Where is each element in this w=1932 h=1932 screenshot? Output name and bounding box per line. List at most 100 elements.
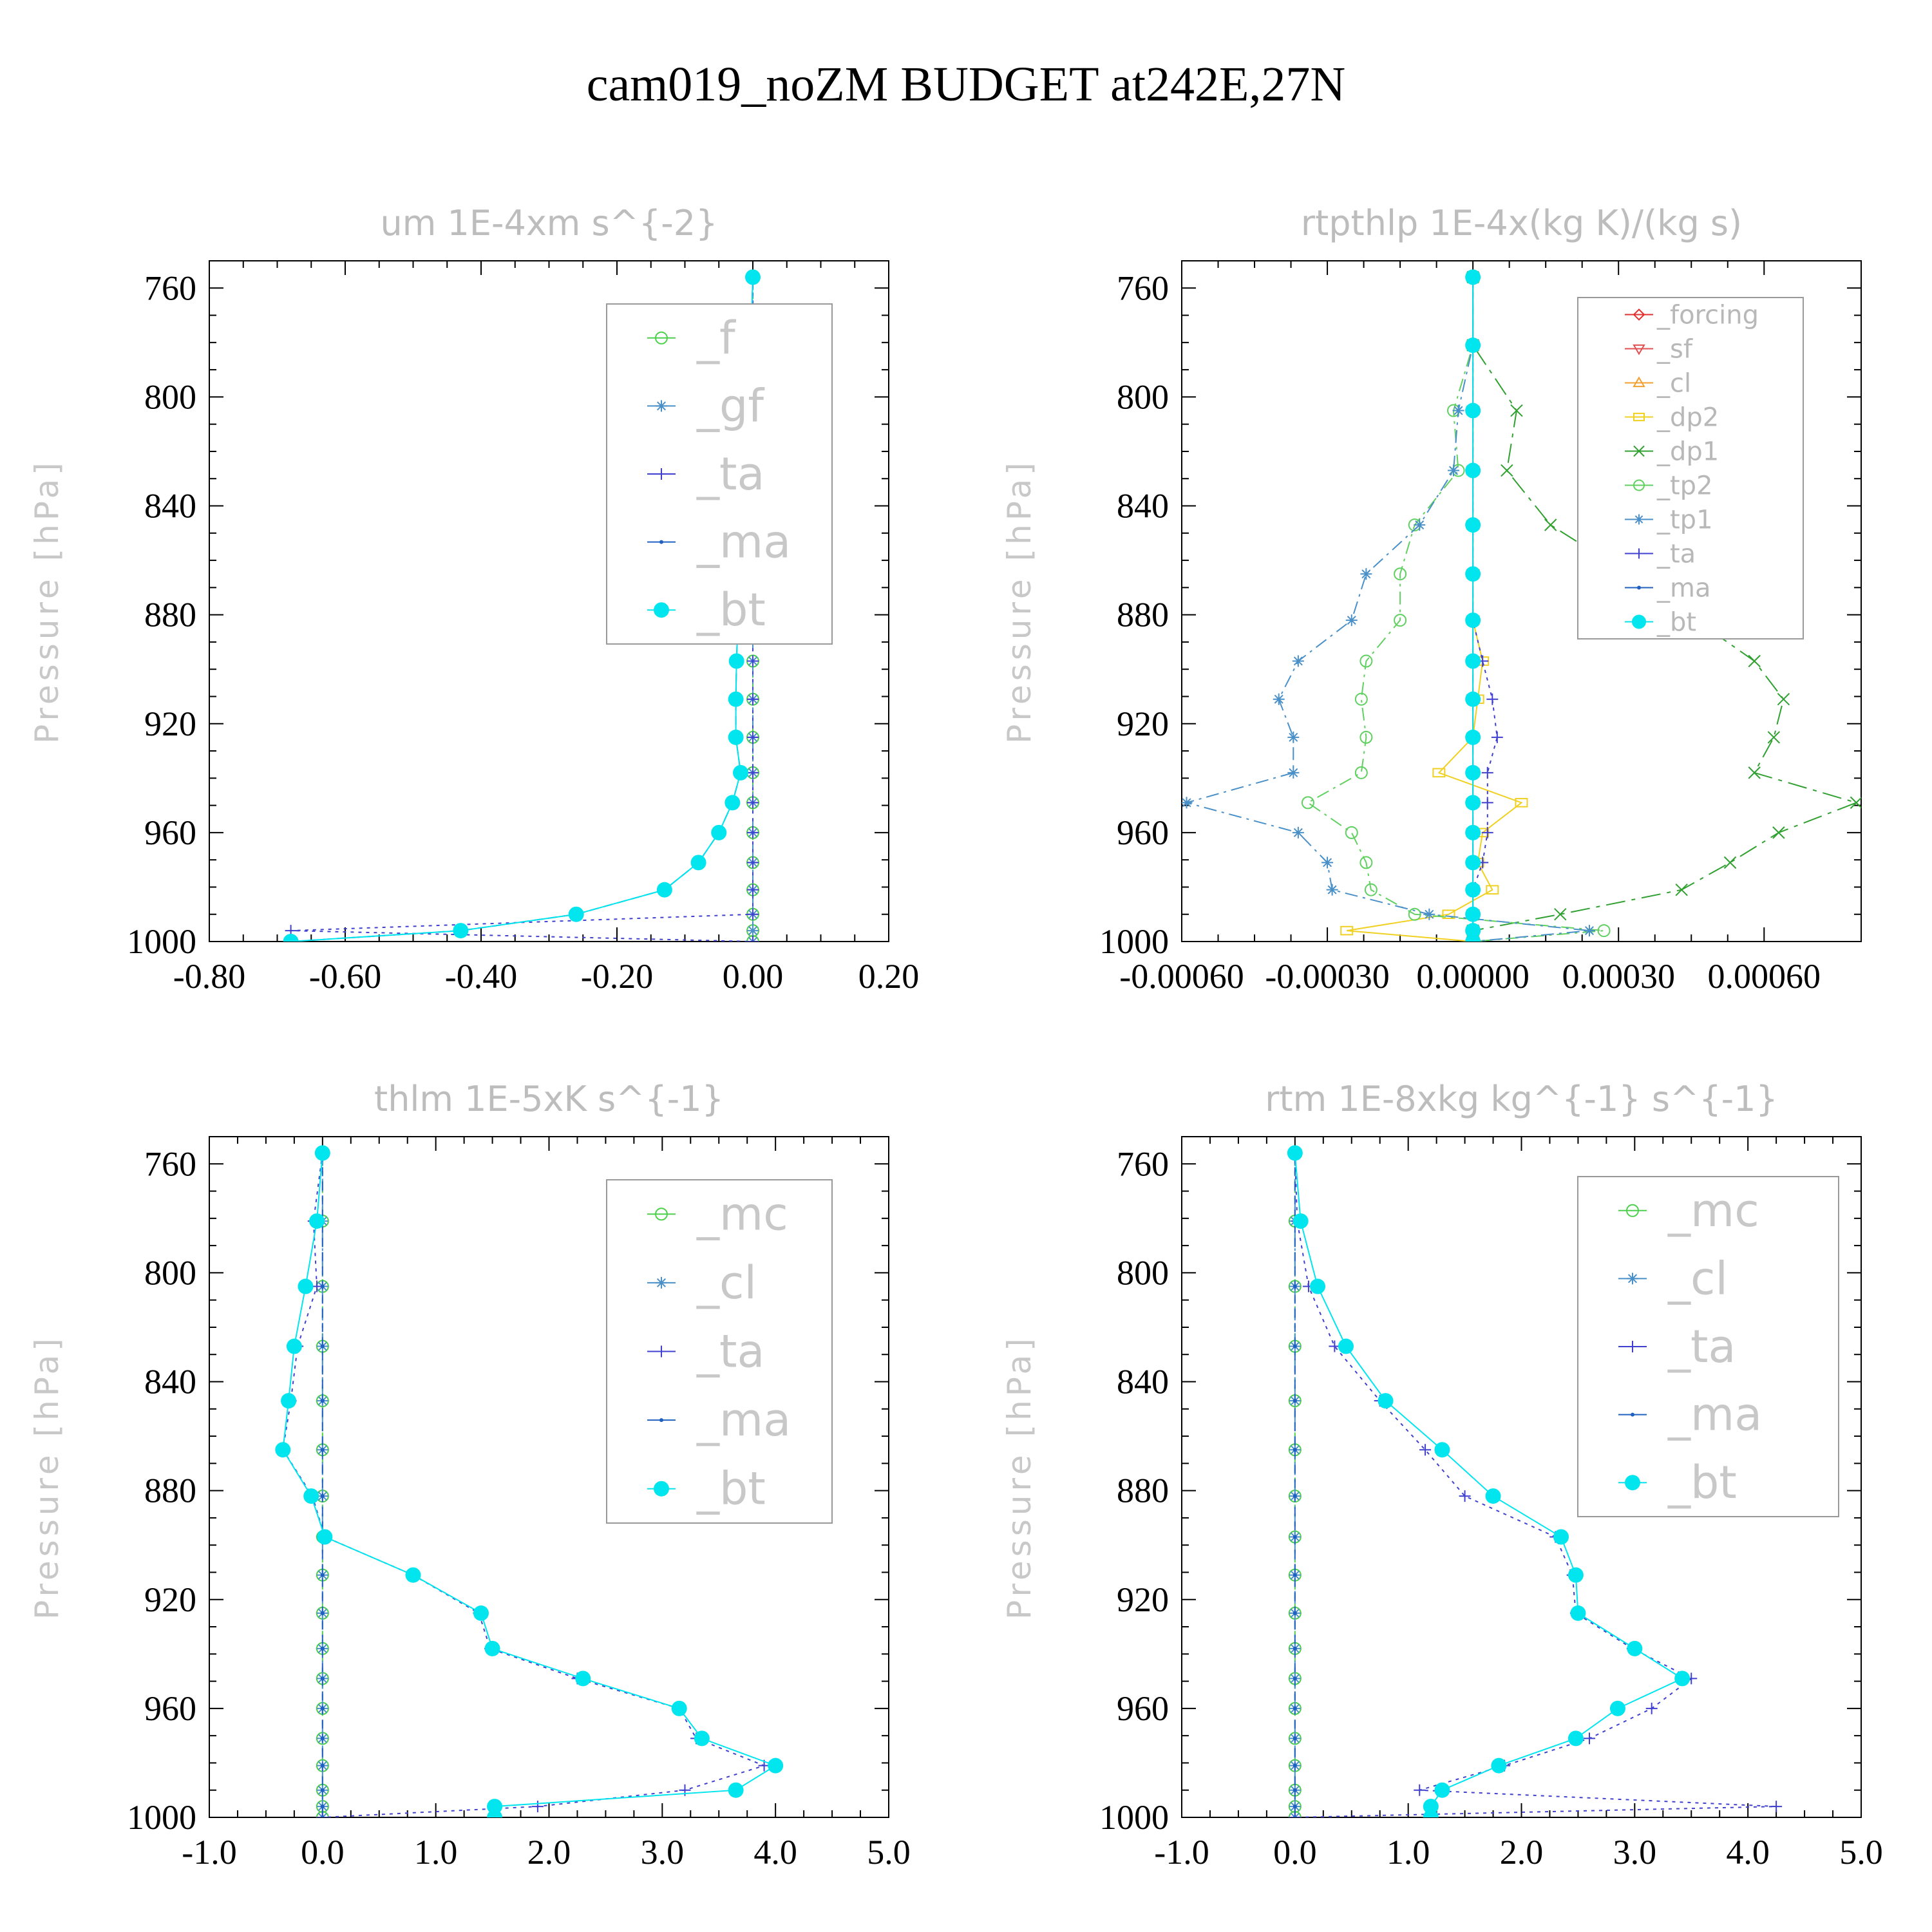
legend: _f _gf _ta _ma _bt: [606, 303, 833, 645]
legend-label: _ma: [1667, 1388, 1762, 1441]
marker: [1553, 1529, 1569, 1545]
marker: [659, 540, 663, 544]
x-tick-label: 2.0: [527, 1833, 571, 1871]
marker: [1634, 548, 1644, 559]
marker: [1609, 1700, 1625, 1716]
marker: [1645, 1702, 1658, 1714]
marker: [724, 795, 741, 811]
marker: [1554, 908, 1567, 921]
marker: [1414, 1784, 1426, 1796]
marker: [487, 1799, 503, 1815]
plot-frame: [1181, 260, 1862, 942]
series-line: [1472, 277, 1498, 942]
y-axis-label: Pressure [hPa]: [1001, 1334, 1038, 1620]
legend-label: _dp2: [1656, 403, 1719, 433]
series-line: [1307, 277, 1604, 942]
marker: [747, 925, 759, 937]
marker: [1293, 1448, 1297, 1452]
marker: [1419, 1444, 1432, 1456]
series-line: [290, 277, 753, 942]
legend-label: _ta: [1667, 1320, 1736, 1373]
marker: [1287, 731, 1300, 743]
marker: [728, 729, 744, 745]
legend-label: _ma: [696, 1394, 791, 1446]
x-tick-label: 0.0: [301, 1833, 345, 1871]
marker: [1293, 1788, 1297, 1792]
marker: [747, 857, 759, 869]
marker: [473, 1605, 489, 1621]
marker: [1293, 1815, 1297, 1817]
x-tick-label: -0.80: [173, 957, 245, 996]
y-tick-label: 880: [1117, 1472, 1169, 1510]
legend-label: _tp2: [1656, 471, 1713, 501]
marker: [298, 1278, 314, 1294]
legend-label: _forcing: [1656, 301, 1759, 330]
marker: [1633, 376, 1645, 388]
y-tick-label: 1000: [1099, 1798, 1169, 1837]
marker: [1723, 856, 1737, 869]
marker: [1597, 924, 1611, 938]
panel-4: rtm 1E-8xkg kg^{-1} s^{-1} Pressure [hPa]…: [1001, 1079, 1883, 1871]
legend-label: _bt: [1656, 608, 1696, 638]
marker: [733, 764, 749, 781]
series-group: [1182, 269, 1861, 942]
marker: [1434, 1442, 1450, 1458]
marker: [1465, 934, 1481, 942]
y-tick-label: 920: [1117, 705, 1169, 743]
marker: [711, 824, 727, 840]
panel-title: um 1E-4xm s^{-2}: [381, 203, 718, 243]
marker: [1675, 883, 1688, 896]
series-line: [1184, 277, 1590, 942]
figure-title: cam019_noZM BUDGET at242E,27N: [586, 57, 1346, 111]
marker: [1345, 826, 1358, 839]
marker: [1633, 479, 1645, 491]
x-tick-label: -0.00030: [1265, 957, 1389, 996]
marker: [283, 934, 299, 942]
marker: [1633, 344, 1645, 355]
marker: [1273, 693, 1285, 705]
marker: [1465, 824, 1481, 840]
marker: [1452, 404, 1464, 417]
marker: [747, 766, 759, 779]
marker: [1434, 1782, 1450, 1798]
y-tick-label: 920: [1117, 1580, 1169, 1619]
marker: [1423, 908, 1435, 920]
marker: [1293, 1399, 1297, 1403]
marker: [1338, 1338, 1354, 1354]
marker: [1631, 1412, 1634, 1417]
y-tick-label: 760: [144, 269, 196, 307]
y-tick-label: 1000: [127, 1798, 196, 1837]
series-line: [1347, 277, 1523, 942]
marker: [1570, 1605, 1586, 1621]
marker: [1293, 1213, 1309, 1229]
y-axis-label: Pressure [hPa]: [28, 1334, 66, 1620]
marker: [1408, 907, 1421, 921]
marker: [1584, 925, 1595, 937]
x-tick-label: 1.0: [1387, 1833, 1430, 1871]
marker: [1465, 402, 1481, 419]
legend-label: _sf: [1656, 335, 1693, 365]
marker: [1182, 797, 1193, 809]
marker: [1777, 693, 1790, 706]
panel-3: thlm 1E-5xK s^{-1} Pressure [hPa] 760 800 84…: [28, 1079, 911, 1871]
marker: [1465, 337, 1481, 354]
marker: [747, 797, 759, 809]
marker: [1627, 1273, 1638, 1285]
marker: [1287, 1145, 1303, 1161]
marker: [690, 855, 706, 871]
marker: [1491, 731, 1503, 743]
marker: [1465, 566, 1481, 582]
marker: [1515, 798, 1528, 808]
legend-label: _bt: [1667, 1456, 1737, 1509]
marker: [1465, 269, 1481, 285]
y-tick-label: 840: [1117, 487, 1169, 526]
series-group: [1287, 1145, 1783, 1817]
y-tick-label: 800: [1117, 377, 1169, 416]
x-tick-label: -1.0: [182, 1833, 236, 1871]
legend-label: _cl: [1667, 1252, 1728, 1305]
marker: [1292, 655, 1304, 667]
y-tick-label: 960: [144, 813, 196, 852]
marker: [1465, 691, 1481, 707]
marker: [654, 1481, 669, 1497]
